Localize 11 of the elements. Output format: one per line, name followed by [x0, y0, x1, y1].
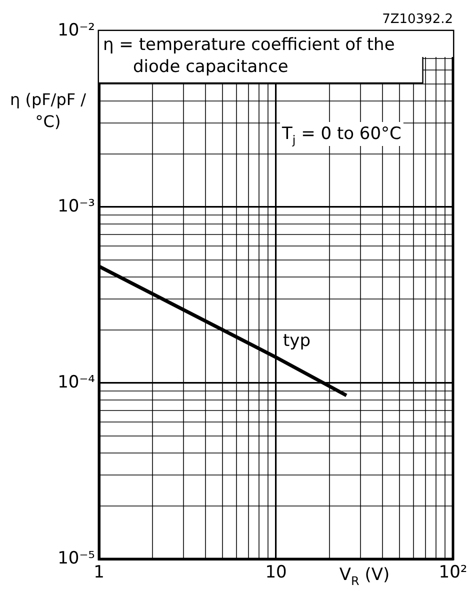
y-tick-label: 10⁻⁵ — [58, 548, 95, 568]
annotation: η = temperature coefficient of the diode capacitance — [103, 35, 395, 77]
y-tick-label: 10⁻² — [58, 20, 95, 40]
y-tick-label: 10⁻⁴ — [58, 372, 96, 392]
y-axis-title: η (pF/pF / °C) — [10, 90, 87, 131]
y-tick-label: 10⁻³ — [58, 196, 95, 216]
text: 7Z10392.2 — [382, 12, 453, 27]
x-tick-label: 10 — [265, 562, 287, 583]
x-tick-label: 1 — [94, 562, 104, 583]
x-tick-label: 10² — [438, 562, 468, 583]
annotation: typ — [283, 331, 311, 351]
